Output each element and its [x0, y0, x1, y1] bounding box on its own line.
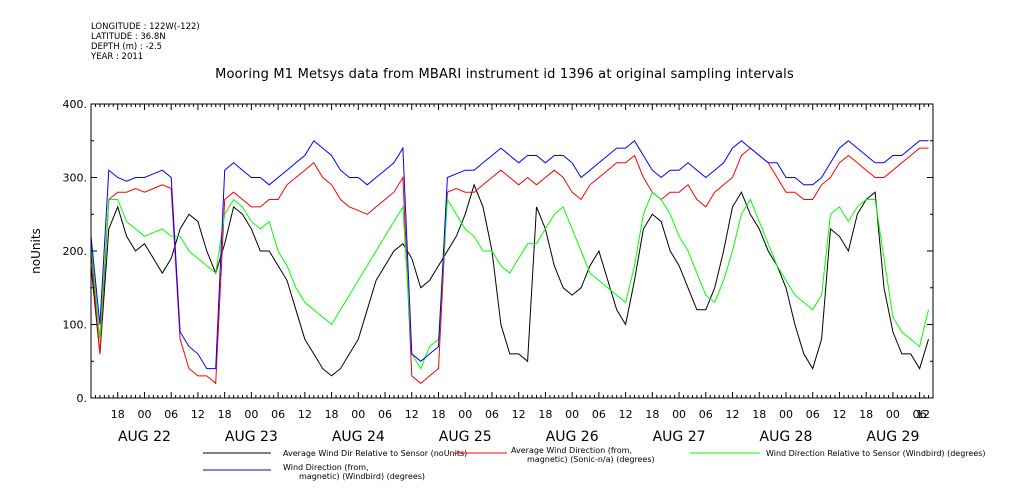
x-hour-label: 12	[916, 408, 930, 421]
x-hour-label: 06	[699, 408, 713, 421]
x-hour-label: 00	[565, 408, 579, 421]
x-day-label: AUG 28	[760, 429, 813, 445]
x-hour-label: 00	[779, 408, 793, 421]
series-line-1	[90, 183, 929, 377]
series-line-4	[90, 140, 929, 370]
x-hour-label: 18	[325, 408, 339, 421]
x-hour-label: 12	[191, 408, 205, 421]
x-hour-label: 06	[592, 408, 606, 421]
x-hour-label: 12	[726, 408, 740, 421]
x-day-label: AUG 29	[866, 429, 919, 445]
x-hour-label: 18	[111, 408, 125, 421]
series-line-3	[90, 191, 929, 370]
x-day-label: AUG 22	[118, 429, 171, 445]
x-hour-label: 12	[405, 408, 419, 421]
longitude-text: LONGITUDE : 122W(-122)	[91, 22, 200, 32]
latitude-text: LATITUDE : 36.8N	[91, 32, 166, 42]
y-tick-label: 300.	[63, 172, 88, 185]
axes-layer: 0.100.200.300.400.18 00 06 12 18 00 06 12 18 00 06…	[63, 98, 934, 445]
y-tick-label: 0.	[77, 392, 88, 405]
x-hour-label: 00	[672, 408, 686, 421]
x-hour-label: 12	[832, 408, 846, 421]
x-hour-label: 06	[806, 408, 820, 421]
legend-label-1: Average Wind Dir Relative to Sensor (noU…	[283, 449, 467, 458]
y-axis-label: noUnits	[29, 228, 43, 274]
x-hour-label: 18	[752, 408, 766, 421]
x-hour-label: 00	[137, 408, 151, 421]
legend: Average Wind Dir Relative to Sensor (noU…	[203, 446, 986, 481]
y-tick-label: 200.	[63, 245, 88, 258]
x-day-label: AUG 24	[332, 429, 385, 445]
x-hour-label: 18	[859, 408, 873, 421]
x-hour-label: 18	[218, 408, 232, 421]
depth-text: DEPTH (m) : -2.5	[91, 42, 163, 52]
x-hour-label: 00	[244, 408, 258, 421]
x-hour-label: 12	[512, 408, 526, 421]
x-hour-label: 18	[645, 408, 659, 421]
x-hour-label: 06	[271, 408, 285, 421]
x-hour-label: 00	[458, 408, 472, 421]
legend-label-2: Average Wind Direction (from, magnetic) (…	[511, 446, 655, 464]
x-hour-label: 06	[913, 408, 927, 421]
x-day-label: AUG 26	[546, 429, 599, 445]
x-hour-label: 18	[538, 408, 552, 421]
x-hour-label: 00	[886, 408, 900, 421]
x-hour-label: 06	[164, 408, 178, 421]
x-hour-label: 18	[431, 408, 445, 421]
x-hour-label: 06	[378, 408, 392, 421]
x-hour-label: 12	[619, 408, 633, 421]
x-hour-label: 00	[351, 408, 365, 421]
y-tick-label: 100.	[63, 319, 88, 332]
x-day-label: AUG 23	[225, 429, 278, 445]
series-line-2	[90, 147, 929, 385]
x-day-label: AUG 27	[653, 429, 706, 445]
y-tick-label: 400.	[63, 98, 88, 111]
legend-label-3: Wind Direction Relative to Sensor (Windb…	[766, 449, 986, 458]
x-day-label: AUG 25	[439, 429, 492, 445]
year-text: YEAR : 2011	[91, 52, 144, 62]
legend-label-4: Wind Direction (from, magnetic) (Windbird…	[283, 463, 425, 481]
x-hour-label: 12	[298, 408, 312, 421]
metadata-block: LONGITUDE : 122W(-122) LATITUDE : 36.8N …	[91, 22, 200, 62]
chart-title: Mooring M1 Metsys data from MBARI instru…	[215, 67, 794, 82]
x-hour-label: 06	[485, 408, 499, 421]
series-layer	[90, 140, 929, 385]
